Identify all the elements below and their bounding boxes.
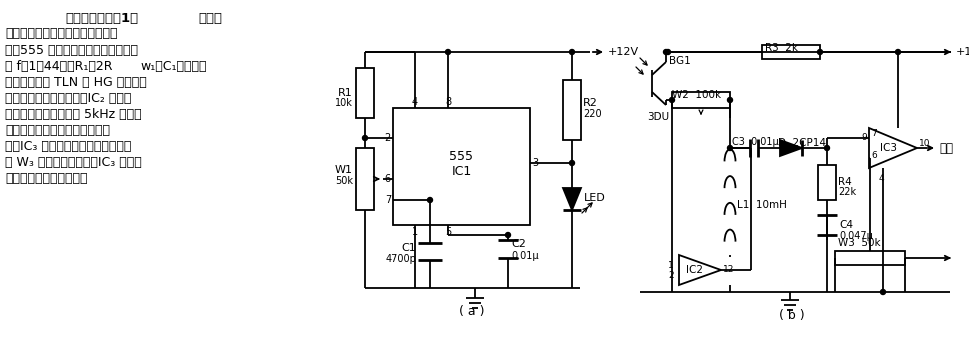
Text: 1: 1 [412, 227, 418, 237]
Text: 1: 1 [669, 261, 674, 270]
Text: IC1: IC1 [452, 165, 472, 178]
Text: 电平，可控制执行电路。: 电平，可控制执行电路。 [5, 172, 87, 185]
Text: 2: 2 [669, 270, 674, 280]
Circle shape [664, 50, 669, 55]
Bar [356, 148, 374, 210]
Text: R2: R2 [583, 98, 598, 108]
Text: ( b ): ( b ) [779, 308, 805, 322]
Text: 由 W₃ 调节。当遮光时，IC₃ 输出低: 由 W₃ 调节。当遮光时，IC₃ 输出低 [5, 156, 141, 169]
Text: 即调在发射光源的调制信号频率: 即调在发射光源的调制信号频率 [5, 124, 110, 137]
Circle shape [427, 197, 432, 202]
Text: C4: C4 [839, 220, 853, 230]
Text: ( a ): ( a ) [459, 306, 484, 318]
Text: 4: 4 [412, 97, 418, 107]
Text: R1: R1 [338, 88, 353, 98]
Text: 输出: 输出 [939, 141, 953, 154]
Bar [835, 251, 905, 265]
Text: IC3: IC3 [881, 143, 897, 153]
Text: 10: 10 [919, 140, 930, 149]
Text: 7: 7 [871, 129, 877, 137]
Text: 射二极管采用 TLN 或 HG 型，接收: 射二极管采用 TLN 或 HG 型，接收 [5, 76, 146, 89]
Text: 红外光控开关（1）: 红外光控开关（1） [65, 12, 139, 25]
Text: 22k: 22k [838, 187, 857, 197]
Text: 4700p: 4700p [385, 254, 416, 264]
Text: 5: 5 [445, 227, 452, 237]
Bar [563, 80, 581, 140]
Text: L1  10mH: L1 10mH [737, 200, 787, 210]
Text: 0.01μ: 0.01μ [511, 251, 539, 261]
Text: 50k: 50k [335, 176, 353, 186]
Text: 管应与发射管配对选用。IC₂ 构成选: 管应与发射管配对选用。IC₂ 构成选 [5, 92, 132, 105]
Text: w₁）C₁。红外发: w₁）C₁。红外发 [140, 60, 206, 73]
Text: 220: 220 [583, 109, 602, 119]
Text: R4: R4 [838, 177, 852, 187]
Text: W1: W1 [335, 165, 353, 175]
Circle shape [506, 233, 511, 238]
Text: 3DU: 3DU [647, 112, 670, 122]
Text: C2: C2 [511, 239, 526, 249]
Circle shape [446, 50, 451, 55]
Text: 8: 8 [445, 97, 451, 107]
Text: IC2: IC2 [686, 265, 703, 275]
Text: 关由红外发送器和接收器两部分组: 关由红外发送器和接收器两部分组 [5, 27, 117, 40]
Text: 7: 7 [385, 195, 391, 205]
Text: +12V: +12V [608, 47, 640, 57]
Text: 6: 6 [385, 174, 391, 184]
Polygon shape [780, 140, 802, 156]
Text: 率 f＝1．44／（R₁＋2R: 率 f＝1．44／（R₁＋2R [5, 60, 112, 73]
Circle shape [895, 50, 900, 55]
Circle shape [666, 50, 671, 55]
Circle shape [570, 50, 575, 55]
Text: 4: 4 [878, 174, 884, 183]
Circle shape [362, 135, 367, 140]
Text: 3: 3 [532, 158, 538, 168]
Text: 10k: 10k [335, 98, 353, 108]
Text: W3  50k: W3 50k [838, 238, 881, 248]
Polygon shape [563, 188, 581, 210]
Text: W2  100k: W2 100k [672, 90, 721, 100]
Bar [672, 92, 730, 108]
Text: 成。555 接成多谐振荡器，其振荡频: 成。555 接成多谐振荡器，其振荡频 [5, 44, 138, 57]
Bar [762, 45, 820, 59]
Text: 12: 12 [723, 266, 735, 275]
Text: +12V: +12V [956, 47, 969, 57]
Circle shape [728, 145, 733, 150]
Circle shape [825, 145, 829, 150]
Text: R3  2k: R3 2k [765, 43, 798, 53]
Bar [356, 68, 374, 118]
Text: 555: 555 [450, 150, 474, 163]
Text: 9: 9 [861, 134, 867, 143]
Bar [818, 165, 836, 200]
Circle shape [818, 50, 823, 55]
Text: C3  0.01μ: C3 0.01μ [732, 137, 779, 147]
Text: 光控开: 光控开 [198, 12, 222, 25]
Text: D  2CP14: D 2CP14 [778, 138, 826, 148]
Text: 6: 6 [871, 151, 877, 160]
Text: 2: 2 [385, 133, 391, 143]
Text: 0.047μ: 0.047μ [839, 231, 873, 241]
Text: C1: C1 [401, 243, 416, 253]
Text: LED: LED [584, 193, 606, 203]
Text: BG1: BG1 [669, 56, 691, 66]
Circle shape [881, 289, 886, 294]
Bar [393, 108, 530, 225]
Circle shape [670, 98, 674, 103]
Text: 上。IC₃ 作为比较器用，其阈值电压: 上。IC₃ 作为比较器用，其阈值电压 [5, 140, 132, 153]
Text: 频放大器，谐振频率为 5kHz 左右，: 频放大器，谐振频率为 5kHz 左右， [5, 108, 141, 121]
Circle shape [728, 98, 733, 103]
Circle shape [570, 160, 575, 165]
